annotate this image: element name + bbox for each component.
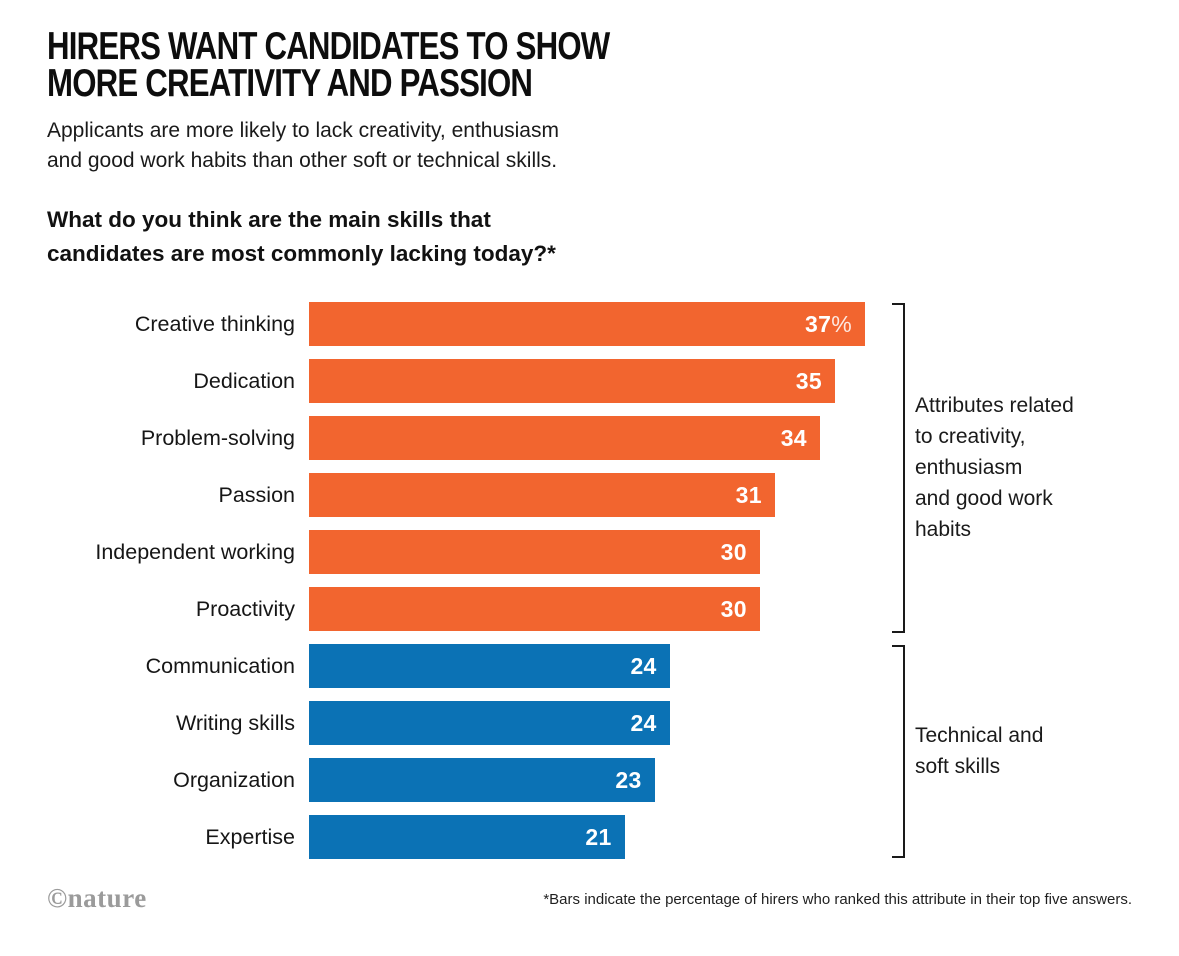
bar-value-label: 24 xyxy=(630,652,657,679)
bar-track: 24 xyxy=(309,701,865,745)
bar-value-label: 30 xyxy=(720,538,747,565)
bar-track: 21 xyxy=(309,815,865,859)
bar-track: 31 xyxy=(309,473,865,517)
text-line: to creativity, xyxy=(915,425,1026,448)
bar-label: Writing skills xyxy=(175,710,295,735)
bar: 30 xyxy=(309,587,760,631)
text-line: MORE CREATIVITY AND PASSION xyxy=(47,62,533,105)
subtitle: Applicants are more likely to lack creat… xyxy=(47,116,1132,176)
bar-label: Independent working xyxy=(95,539,295,564)
bar-value-label: 34 xyxy=(780,424,807,451)
text-line: candidates are most commonly lacking tod… xyxy=(47,241,556,266)
bar-row: Expertise 21 xyxy=(47,815,1132,859)
text-line: enthusiasm xyxy=(915,456,1023,479)
bar-label: Passion xyxy=(218,482,296,507)
bar-row: Problem-solving 34 xyxy=(47,416,1132,460)
bar-label: Expertise xyxy=(205,824,295,849)
page-title: HIRERS WANT CANDIDATES TO SHOW MORE CREAT… xyxy=(47,25,915,105)
survey-question: What do you think are the main skills th… xyxy=(47,203,1132,271)
bar: 24 xyxy=(309,701,670,745)
text-line: What do you think are the main skills th… xyxy=(47,207,491,232)
group-bracket-creativity xyxy=(892,303,905,633)
chart-rows: Creative thinking 37% Dedication 35 Problem-… xyxy=(47,302,1132,859)
bar-value-label: 23 xyxy=(615,766,642,793)
bar-label: Creative thinking xyxy=(134,311,295,336)
bar: 24 xyxy=(309,644,670,688)
text-line: and good work habits than other soft or … xyxy=(47,149,558,172)
text-line: Applicants are more likely to lack creat… xyxy=(47,119,559,142)
bar-track: 37% xyxy=(309,302,865,346)
bar: 37% xyxy=(309,302,865,346)
bar-label: Communication xyxy=(145,653,295,678)
bar-track: 30 xyxy=(309,587,865,631)
bar: 31 xyxy=(309,473,775,517)
bar: 30 xyxy=(309,530,760,574)
text-line: and good work xyxy=(915,487,1053,510)
bar: 34 xyxy=(309,416,820,460)
footer: ©nature *Bars indicate the percentage of… xyxy=(47,883,1132,914)
text-line: HIRERS WANT CANDIDATES TO SHOW xyxy=(47,25,610,68)
bar-row: Passion 31 xyxy=(47,473,1132,517)
bar-chart: Creative thinking 37% Dedication 35 Problem-… xyxy=(47,302,1132,859)
bar-value-label: 24 xyxy=(630,709,657,736)
bar-row: Organization 23 xyxy=(47,758,1132,802)
bar-row: Communication 24 xyxy=(47,644,1132,688)
text-line: habits xyxy=(915,518,972,541)
bar: 23 xyxy=(309,758,655,802)
bar: 35 xyxy=(309,359,835,403)
text-line: soft skills xyxy=(915,755,1001,778)
bar-row: Proactivity 30 xyxy=(47,587,1132,631)
footnote: *Bars indicate the percentage of hirers … xyxy=(543,891,1132,908)
bar-label: Proactivity xyxy=(195,596,295,621)
percent-sign: % xyxy=(831,310,852,337)
bar-value-label: 30 xyxy=(720,595,747,622)
bar: 21 xyxy=(309,815,625,859)
bar-row: Dedication 35 xyxy=(47,359,1132,403)
text-line: Technical and xyxy=(915,724,1044,747)
bar-value-label: 37% xyxy=(805,310,852,337)
bar-row: Independent working 30 xyxy=(47,530,1132,574)
group-bracket-technical xyxy=(892,645,905,858)
bar-value-label: 21 xyxy=(585,823,612,850)
bar-label: Problem-solving xyxy=(140,425,295,450)
bar-value-label: 35 xyxy=(795,367,822,394)
bar-label: Dedication xyxy=(193,368,295,393)
bar-track: 35 xyxy=(309,359,865,403)
bar-track: 30 xyxy=(309,530,865,574)
group-annotation-creativity: Attributes related to creativity, enthusia… xyxy=(915,390,1135,545)
bar-value-label: 31 xyxy=(735,481,762,508)
bar-track: 23 xyxy=(309,758,865,802)
bar-row: Writing skills 24 xyxy=(47,701,1132,745)
text-line: Attributes related xyxy=(915,394,1074,417)
bar-track: 34 xyxy=(309,416,865,460)
bar-label: Organization xyxy=(173,767,295,792)
group-annotation-technical: Technical and soft skills xyxy=(915,720,1135,782)
nature-logo: ©nature xyxy=(47,883,147,913)
bar-track: 24 xyxy=(309,644,865,688)
bar-row: Creative thinking 37% xyxy=(47,302,1132,346)
